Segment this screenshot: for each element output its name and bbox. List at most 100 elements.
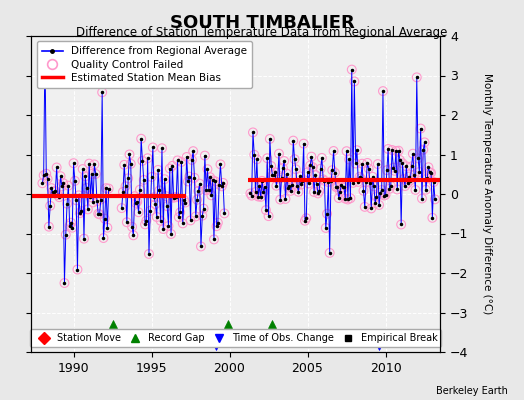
Point xyxy=(160,176,169,182)
Point xyxy=(86,194,95,200)
Point xyxy=(212,223,221,229)
Point xyxy=(314,190,322,196)
Point xyxy=(81,173,90,180)
Point xyxy=(323,210,331,217)
Point xyxy=(180,197,188,203)
Point xyxy=(84,206,92,212)
Point xyxy=(76,210,84,216)
Point xyxy=(396,157,404,163)
Text: Berkeley Earth: Berkeley Earth xyxy=(436,386,508,396)
Point xyxy=(411,187,420,193)
Point xyxy=(71,178,79,184)
Point xyxy=(194,188,203,194)
Point xyxy=(392,148,400,154)
Point xyxy=(341,196,350,202)
Point xyxy=(150,194,158,200)
Point xyxy=(179,220,187,227)
Point xyxy=(85,160,93,167)
Point xyxy=(297,181,305,188)
Point xyxy=(355,174,364,180)
Point xyxy=(207,192,215,198)
Point xyxy=(358,160,366,167)
Point xyxy=(43,176,52,182)
Point xyxy=(69,160,78,166)
Point xyxy=(198,212,206,219)
Point xyxy=(389,164,398,171)
Point xyxy=(93,198,101,204)
Point xyxy=(89,199,97,206)
Point xyxy=(252,189,260,195)
Point xyxy=(163,203,171,209)
Point xyxy=(209,177,217,184)
Point xyxy=(96,196,105,203)
Point xyxy=(298,178,307,184)
Point xyxy=(424,164,433,170)
Point xyxy=(211,178,220,184)
Point xyxy=(336,188,344,195)
Point xyxy=(266,136,274,142)
Point xyxy=(52,164,61,171)
Point xyxy=(45,224,53,230)
Point xyxy=(152,214,161,220)
Point xyxy=(420,139,429,146)
Point xyxy=(99,235,107,241)
Point xyxy=(58,183,66,190)
Point xyxy=(263,155,271,162)
Point xyxy=(302,215,310,221)
Point xyxy=(158,145,166,152)
Point xyxy=(164,223,172,229)
Point xyxy=(376,189,385,196)
Point xyxy=(371,200,379,206)
Point xyxy=(296,173,304,180)
Point xyxy=(352,160,360,167)
Point xyxy=(155,187,163,194)
Point xyxy=(172,194,180,200)
Point xyxy=(334,195,343,201)
Point xyxy=(328,167,336,173)
Point xyxy=(216,161,225,168)
Point xyxy=(42,170,50,177)
Point xyxy=(79,166,87,172)
Point xyxy=(201,152,209,159)
Point xyxy=(189,148,198,154)
Point xyxy=(144,155,152,162)
Point xyxy=(246,190,255,197)
Point xyxy=(401,183,409,189)
Point xyxy=(51,188,60,194)
Point xyxy=(193,197,201,203)
Point xyxy=(366,180,374,186)
Point xyxy=(276,196,285,203)
Point xyxy=(60,280,69,286)
Point xyxy=(427,170,435,176)
Point xyxy=(54,192,62,198)
Point xyxy=(415,169,423,175)
Point xyxy=(284,184,292,191)
Point xyxy=(280,158,288,164)
Point xyxy=(365,165,373,172)
Point xyxy=(407,163,416,170)
Point xyxy=(104,185,113,192)
Point xyxy=(377,187,386,193)
Point xyxy=(397,221,406,228)
Point xyxy=(259,189,268,195)
Point xyxy=(142,218,150,224)
Point xyxy=(301,218,309,224)
Point xyxy=(123,219,131,226)
Point xyxy=(362,179,370,185)
Point xyxy=(431,196,439,202)
Point xyxy=(324,179,333,185)
Point xyxy=(77,208,85,214)
Point xyxy=(290,156,299,162)
Text: Difference of Station Temperature Data from Regional Average: Difference of Station Temperature Data f… xyxy=(77,26,447,39)
Point xyxy=(349,180,357,186)
Point xyxy=(330,148,338,154)
Point xyxy=(185,173,193,180)
Point xyxy=(288,182,296,188)
Point xyxy=(181,199,190,206)
Point xyxy=(192,213,200,220)
Point xyxy=(46,203,54,209)
Point xyxy=(350,78,358,85)
Point xyxy=(141,221,149,228)
Point xyxy=(340,184,348,191)
Point xyxy=(312,180,321,187)
